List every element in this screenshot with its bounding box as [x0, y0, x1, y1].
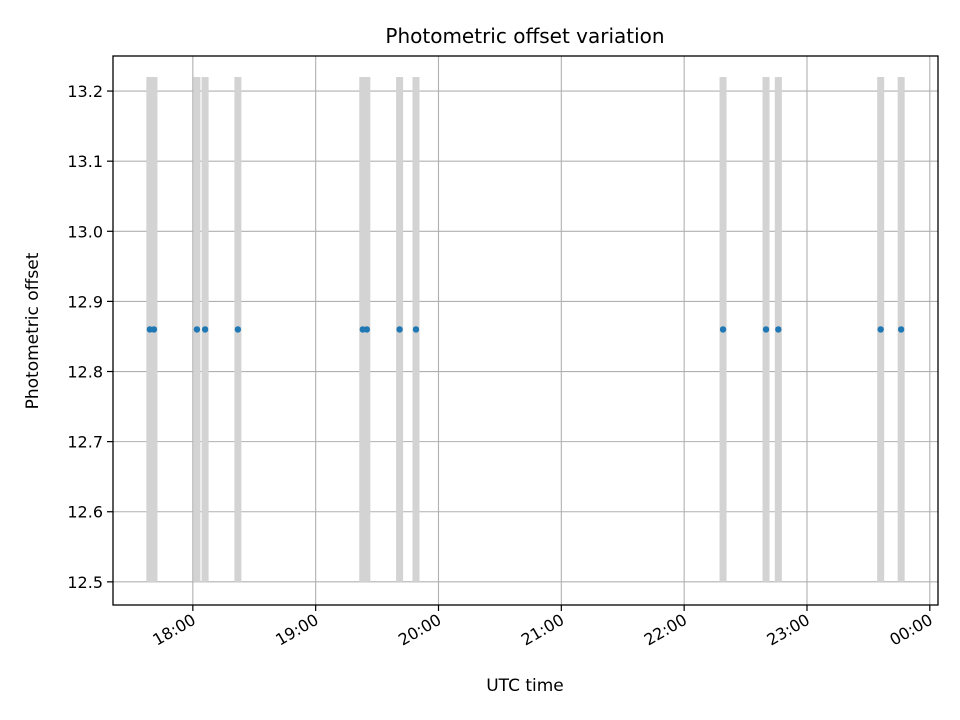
data-point	[396, 326, 403, 333]
x-tick-label: 20:00	[395, 610, 444, 650]
y-tick-label: 13.1	[67, 152, 103, 171]
x-tick-label: 19:00	[272, 610, 321, 650]
data-point	[897, 326, 905, 333]
chart-title: Photometric offset variation	[385, 24, 664, 48]
data-point	[234, 326, 242, 333]
data-point	[412, 326, 420, 333]
plot-frame	[112, 55, 939, 606]
x-tick-label: 00:00	[886, 610, 935, 650]
x-tick-label: 18:00	[149, 610, 198, 650]
y-tick-label: 12.8	[67, 363, 103, 382]
y-tick-label: 12.6	[67, 503, 103, 522]
x-tick-label: 21:00	[518, 610, 567, 650]
y-tick-label: 12.7	[67, 433, 103, 452]
data-point	[150, 326, 158, 333]
data-point	[363, 326, 371, 333]
y-tick-label: 13.0	[67, 222, 103, 241]
plot-area: 12.5 12.6 12.7 12.8 12.9 13.0 13.1 13.2 18:00 19:…	[67, 55, 939, 650]
x-tick-label: 22:00	[641, 610, 690, 650]
data-point	[201, 326, 209, 333]
x-axis-label: UTC time	[486, 676, 564, 696]
data-point	[193, 326, 201, 333]
data-point	[775, 326, 782, 333]
y-tick-label: 12.5	[67, 573, 103, 592]
y-tick-label: 13.2	[67, 82, 103, 101]
y-axis-label: Photometric offset	[23, 252, 43, 409]
y-tick-label: 12.9	[67, 292, 103, 311]
data-point	[877, 326, 884, 333]
x-tick-label: 23:00	[764, 610, 813, 650]
data-point	[762, 326, 770, 333]
data-point	[719, 326, 727, 333]
